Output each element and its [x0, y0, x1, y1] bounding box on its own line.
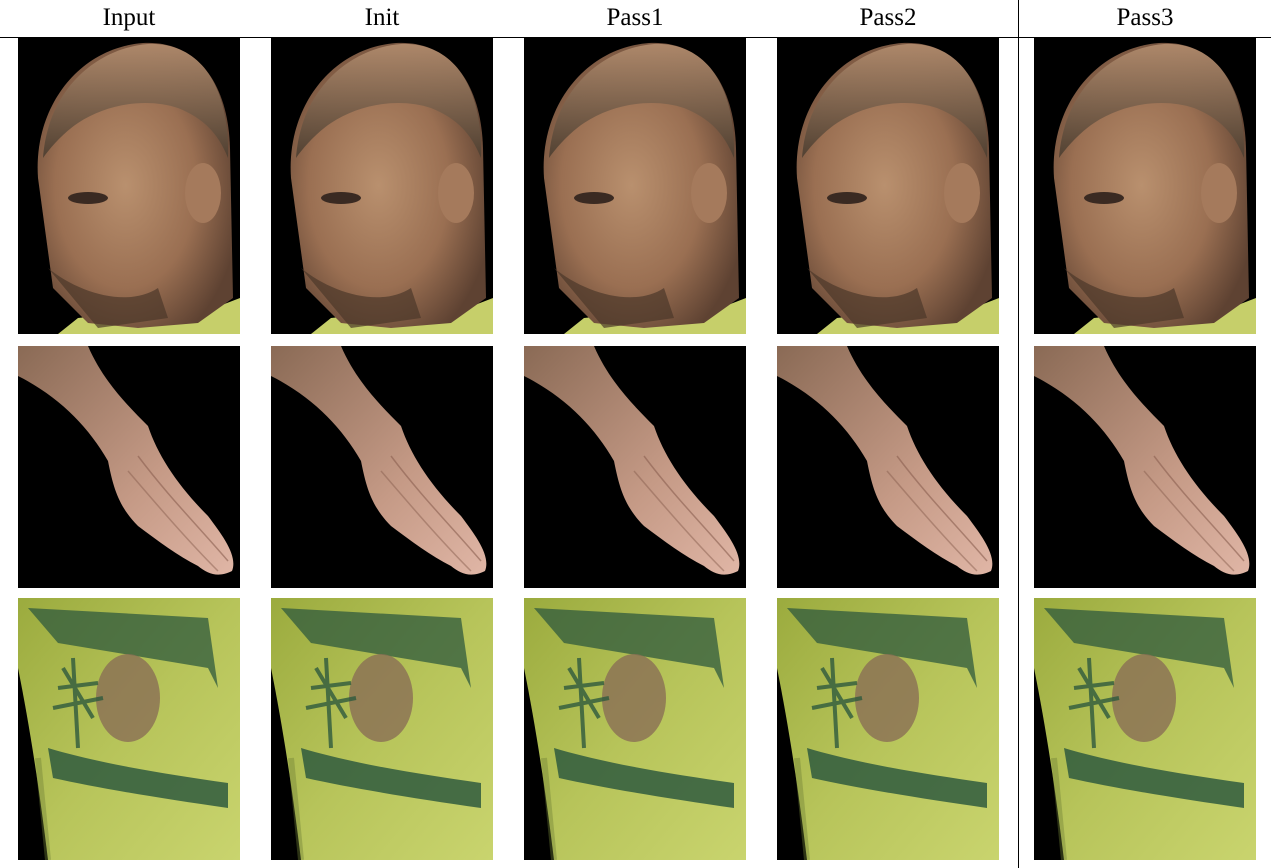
- cell-hand-init: [271, 346, 493, 588]
- cell-shirt-pass1: [524, 598, 746, 860]
- column-label-init: Init: [364, 4, 400, 31]
- column-separator: [1018, 0, 1019, 868]
- cell-head-pass3: [1034, 38, 1256, 334]
- cell-hand-input: [18, 346, 240, 588]
- column-label-pass2: Pass2: [859, 4, 917, 31]
- cell-shirt-input: [18, 598, 240, 860]
- cell-hand-pass2: [777, 346, 999, 588]
- cell-head-init: [271, 38, 493, 334]
- cell-hand-pass3: [1034, 346, 1256, 588]
- column-label-pass3: Pass3: [1116, 4, 1174, 31]
- cell-head-pass2: [777, 38, 999, 334]
- cell-shirt-pass2: [777, 598, 999, 860]
- column-label-input: Input: [102, 4, 156, 31]
- cell-shirt-pass3: [1034, 598, 1256, 860]
- cell-hand-pass1: [524, 346, 746, 588]
- cell-shirt-init: [271, 598, 493, 860]
- column-header-row: Input Init Pass1 Pass2 Pass3: [0, 0, 1271, 38]
- cell-head-input: [18, 38, 240, 334]
- header-rule: [0, 37, 1271, 38]
- column-label-pass1: Pass1: [606, 4, 664, 31]
- cell-head-pass1: [524, 38, 746, 334]
